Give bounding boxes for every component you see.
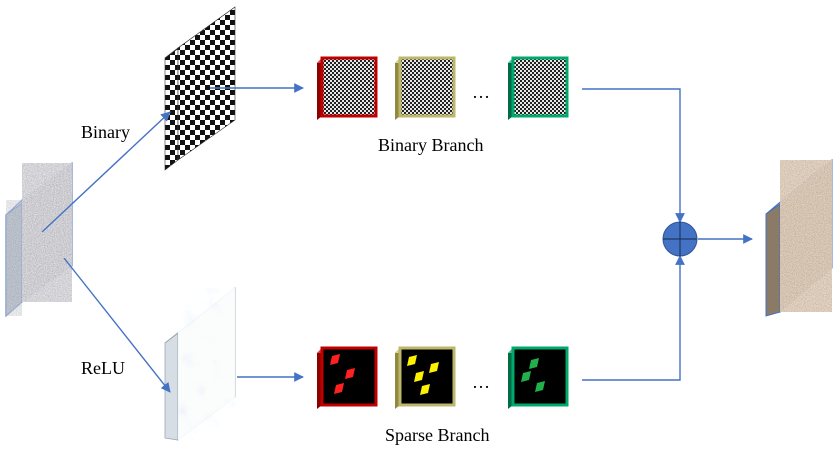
- relu-label: ReLU: [81, 358, 125, 378]
- sparse-branch-label: Sparse Branch: [385, 425, 489, 445]
- relu-feature-block: [164, 287, 236, 441]
- arrow-to-relu: [63, 257, 171, 393]
- arrow-binary-to-sum: [582, 88, 685, 223]
- ellipsis-top: …: [472, 82, 490, 102]
- binary-label: Binary: [81, 122, 130, 142]
- arrows: [41, 83, 753, 393]
- sparse-filter-yellow: [395, 346, 456, 409]
- ellipsis-bottom: …: [472, 372, 490, 392]
- binary-branch-label: Binary Branch: [378, 135, 483, 155]
- sparse-dot: [420, 384, 430, 395]
- sparse-dot: [429, 362, 439, 373]
- input-feature-block: [5, 162, 73, 318]
- sparse-dot: [535, 381, 545, 392]
- sparse-dot: [521, 371, 531, 382]
- plus-circle-icon: [662, 221, 698, 257]
- sparse-filter-red: [317, 346, 378, 409]
- sparse-dot: [407, 355, 417, 366]
- sparse-dot: [334, 383, 344, 394]
- binary-filter-green: [508, 56, 569, 120]
- sparse-dot: [345, 368, 355, 379]
- sparse-dot: [529, 358, 539, 369]
- sparse-filter-green: [508, 346, 569, 409]
- sparse-dot: [414, 371, 424, 382]
- binary-filter-red: [317, 56, 378, 120]
- binary-filter-yellow: [395, 56, 456, 120]
- binary-feature-block: [164, 6, 236, 171]
- arrow-sparse-to-sum: [582, 255, 685, 381]
- output-feature-block: [765, 158, 833, 317]
- sparse-dot: [330, 354, 340, 365]
- arrow-to-binary: [41, 111, 171, 233]
